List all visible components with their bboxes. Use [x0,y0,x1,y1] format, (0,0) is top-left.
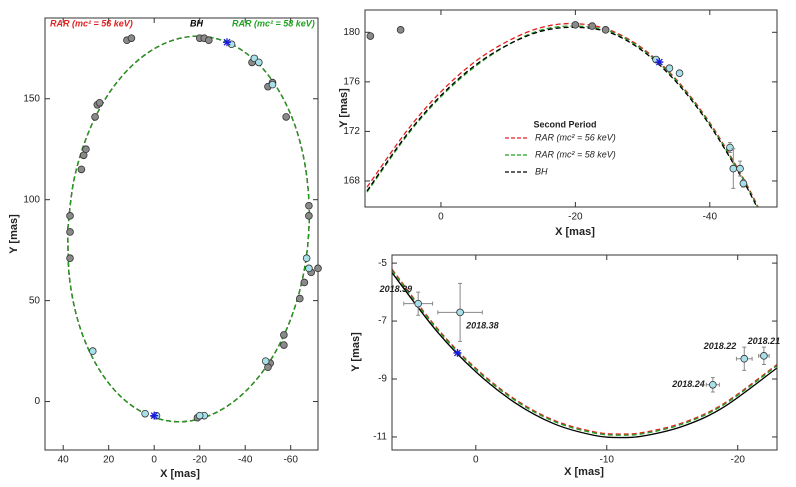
data-point [295,294,304,303]
x-tick-label: -40 [238,455,253,466]
data-point [127,34,136,42]
y-tick-label: -5 [378,258,387,269]
plot-area [392,268,777,439]
legend-entry: BH [535,166,548,176]
data-point [305,201,313,210]
plot-area [67,35,310,423]
data-point [255,58,263,67]
legend-title: Second Period [533,119,596,129]
data-point [195,411,204,420]
data-point [736,164,744,173]
data-point [665,64,674,73]
x-tick-label: -20 [568,212,583,223]
data-point [760,352,768,360]
data-point [305,212,313,220]
point-label: 2018.38 [465,321,499,331]
legend-entry: BH [190,18,203,28]
data-point [95,98,104,107]
y-tick-label: 172 [343,126,360,137]
data-point [77,165,86,174]
y-tick-label: 176 [343,77,360,88]
data-point [141,409,149,418]
point-label: 2018.21 [747,336,781,346]
y-tick-label: 180 [343,27,360,38]
point-label: 2018.24 [671,379,705,389]
x-axis-label: X [mas] [555,226,595,238]
orbit-curve [392,269,777,436]
y-tick-label: -7 [378,316,387,327]
data-point [91,113,99,121]
data-point [302,254,311,263]
y-tick-label: 100 [23,194,40,205]
x-tick-label: 20 [103,455,115,466]
data-point [66,254,74,263]
data-point [709,381,717,389]
data-point [588,22,596,30]
data-point [66,212,74,220]
data-point [739,179,748,188]
data-point [314,264,322,273]
x-tick-label: 40 [58,455,70,466]
point-label: 2018.22 [703,341,737,351]
data-point [601,26,610,34]
x-tick-label: 0 [473,455,479,466]
data-point [300,278,309,287]
x-tick-label: -40 [703,212,718,223]
data-point [366,32,375,40]
x-tick-label: -10 [600,455,615,466]
data-point [396,26,405,34]
orbit-curve [392,268,777,435]
legend-entry: RAR (mc² = 58 keV) [535,149,616,159]
data-point [729,164,738,173]
x-tick-label: -20 [730,455,745,466]
data-point [675,69,684,77]
x-axis-label: X [mas] [564,466,604,478]
data-point [261,357,270,365]
y-axis-label: Y [mas] [350,332,362,372]
data-point [205,36,213,45]
orbit-curve [67,35,310,423]
x-tick-label: 0 [438,212,444,223]
frame [364,9,778,208]
data-point [280,331,288,339]
star-marker [655,58,664,67]
data-point [305,264,313,273]
data-point [280,341,288,349]
y-axis-label: Y [mas] [8,214,20,254]
x-tick-label: -20 [192,455,207,466]
frame [391,254,778,451]
data-point [66,228,74,236]
y-tick-label: 50 [29,295,41,306]
x-tick-label: 0 [151,455,157,466]
y-tick-label: 0 [34,396,40,407]
x-axis-label: X [mas] [160,468,200,480]
data-point [726,143,734,152]
y-axis-label: Y [mas] [338,88,350,128]
data-point [82,145,90,154]
data-point [571,21,580,29]
y-tick-label: 168 [343,176,360,187]
data-point [88,347,97,355]
star-marker [223,38,231,47]
data-point [414,299,422,308]
star-marker [150,411,159,420]
star-marker [453,348,462,357]
orbit-curve [392,272,777,439]
data-point [740,354,749,363]
data-point [268,80,277,89]
frame [44,17,319,451]
data-point [282,113,290,121]
point-label: 2018.39 [379,284,413,294]
y-tick-label: -11 [373,432,387,443]
legend-entry: RAR (mc² = 58 keV) [232,18,315,28]
legend-entry: RAR (mc² = 56 keV) [535,132,616,142]
y-tick-label: 150 [23,93,40,104]
y-tick-label: -9 [378,374,387,385]
data-point [456,308,464,317]
x-tick-label: -60 [283,455,298,466]
legend-entry: RAR (mc² = 56 keV) [50,18,133,28]
